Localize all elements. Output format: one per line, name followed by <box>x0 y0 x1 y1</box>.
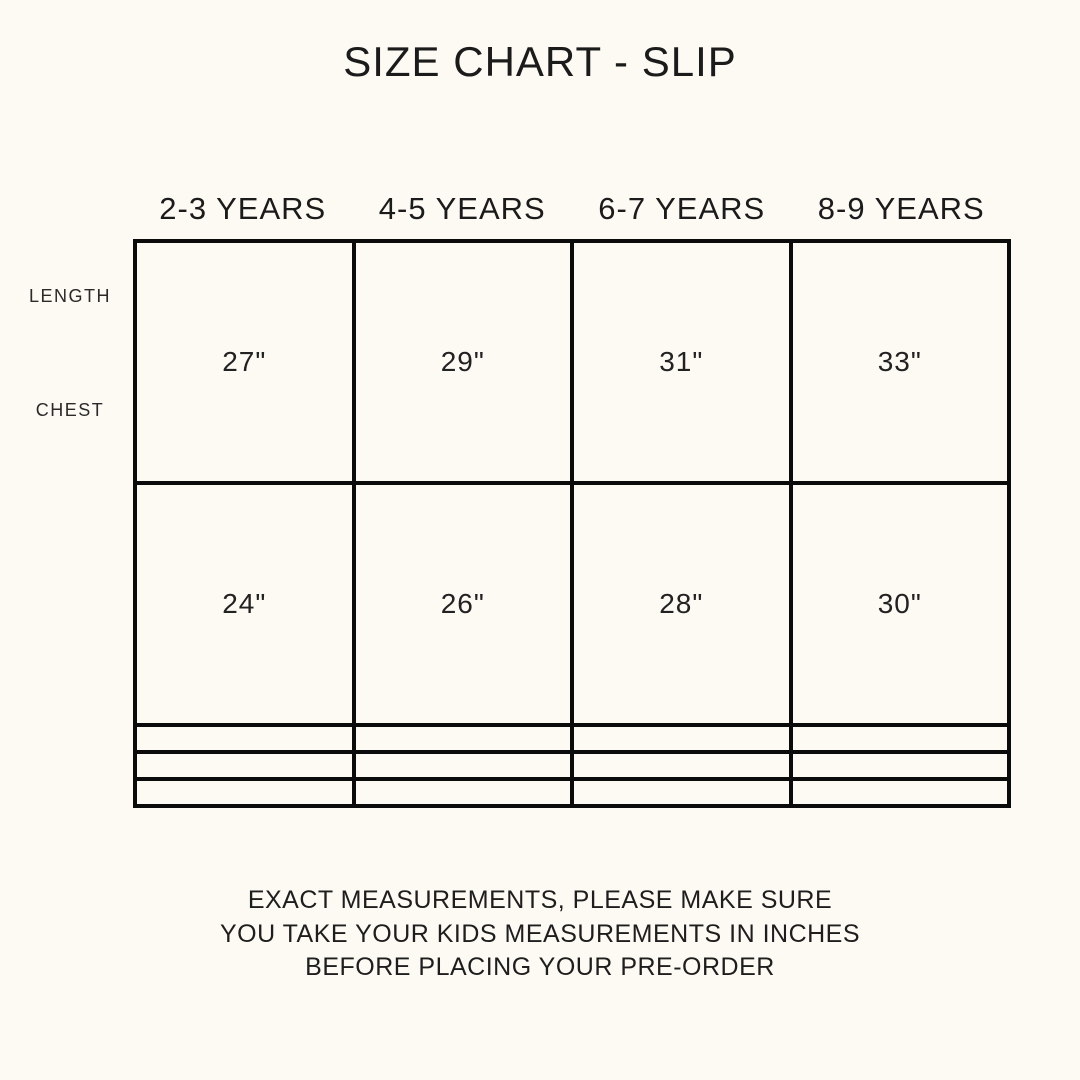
footer-line-1: EXACT MEASUREMENTS, PLEASE MAKE SURE <box>247 886 833 914</box>
row-label-chest: CHEST <box>35 399 105 420</box>
footer-line-2: YOU TAKE YOUR KIDS MEASUREMENTS IN INCHE… <box>219 919 861 948</box>
table-row-empty <box>133 750 1011 782</box>
table-cell <box>570 777 793 808</box>
table-cell <box>133 723 356 755</box>
table-cell <box>351 723 574 755</box>
table-row-empty <box>133 777 1011 808</box>
footer-line-3: BEFORE PLACING YOUR PRE-ORDER <box>305 953 775 981</box>
table-cell: 30" <box>788 481 1011 728</box>
table-cell: 31" <box>570 238 793 486</box>
table-cell <box>570 750 793 782</box>
table-cell: 33" <box>788 238 1011 486</box>
table-cell: 29" <box>351 238 574 486</box>
column-header-2-3-years: 2-3 YEARS <box>159 191 327 226</box>
table-cell <box>351 777 574 808</box>
table-cell: 27" <box>133 238 356 486</box>
footer-note: EXACT MEASUREMENTS, PLEASE MAKE SURE YOU… <box>0 884 1080 985</box>
column-header-6-7-years: 6-7 YEARS <box>598 191 766 226</box>
table-row-chest: 24" 26" 28" 30" <box>133 481 1011 728</box>
row-label-empty-3 <box>0 694 140 808</box>
page-title: SIZE CHART - SLIP <box>343 38 737 85</box>
size-chart-table: 27" 29" 31" 33" 24" 26" 28" 30" <box>133 238 1011 808</box>
table-cell: 28" <box>570 481 793 728</box>
table-cell <box>133 750 356 782</box>
table-row-empty <box>133 723 1011 755</box>
table-cell: 26" <box>351 481 574 728</box>
table-cell <box>570 723 793 755</box>
table-cell <box>788 750 1011 782</box>
row-label-empty-2 <box>0 580 140 694</box>
column-headers-row: 2-3 YEARS 4-5 YEARS 6-7 YEARS 8-9 YEARS <box>133 191 1011 227</box>
table-row-length: 27" 29" 31" 33" <box>133 238 1011 486</box>
table-cell <box>351 750 574 782</box>
column-header-4-5-years: 4-5 YEARS <box>378 191 546 226</box>
table-cell <box>788 723 1011 755</box>
column-header-8-9-years: 8-9 YEARS <box>817 191 985 226</box>
row-label-length: LENGTH <box>28 285 111 306</box>
table-cell <box>133 777 356 808</box>
row-label-empty-1 <box>0 467 140 581</box>
table-cell: 24" <box>133 481 356 728</box>
table-cell <box>788 777 1011 808</box>
